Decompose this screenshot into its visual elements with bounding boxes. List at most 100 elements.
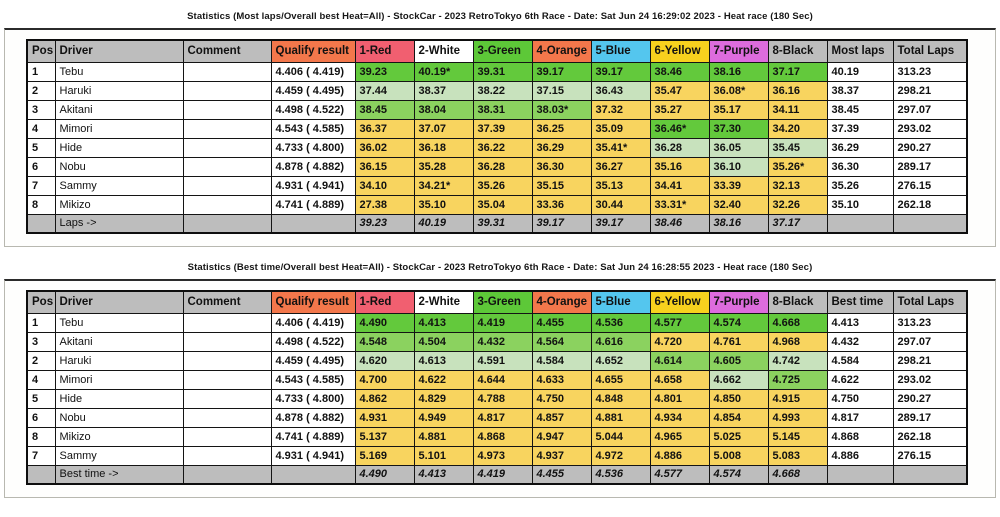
heat-cell: 33.31* <box>649 194 710 215</box>
driver-cell: Hide <box>54 388 184 409</box>
total-laps-cell: 298.21 <box>892 80 968 101</box>
driver-cell: Akitani <box>54 99 184 120</box>
summary-row: Laps -> 39.23 40.19 39.31 39.17 39.17 38.46 38.… <box>26 213 968 234</box>
qualify-cell: 4.459 ( 4.495) <box>270 350 356 371</box>
heat-cell: 4.432 <box>472 331 533 352</box>
heat-cell: 36.18 <box>413 137 474 158</box>
result-cell: 35.26 <box>826 175 894 196</box>
heat-cell: 35.41* <box>590 137 651 158</box>
result-cell: 35.10 <box>826 194 894 215</box>
heat-cell: 4.761 <box>708 331 769 352</box>
comment-cell <box>182 312 272 333</box>
heat-cell: 37.15 <box>531 80 592 101</box>
heat-cell: 36.22 <box>472 137 533 158</box>
col-header-comment: Comment <box>182 39 272 63</box>
heat-cell: 5.169 <box>354 445 415 466</box>
total-laps-cell: 262.18 <box>892 194 968 215</box>
heat-cell: 4.750 <box>531 388 592 409</box>
heat-cell: 39.23 <box>354 61 415 82</box>
heat-cell: 37.17 <box>767 61 828 82</box>
heat-cell: 4.591 <box>472 350 533 371</box>
col-header-pos: Pos <box>26 39 56 63</box>
summary-heat-cell: 4.574 <box>708 464 769 485</box>
heat-cell: 36.08* <box>708 80 769 101</box>
col-header-7-purple: 7-Purple <box>708 39 769 63</box>
summary-total-cell <box>892 464 968 485</box>
col-header-comment: Comment <box>182 290 272 314</box>
heat-cell: 4.854 <box>708 407 769 428</box>
comment-cell <box>182 331 272 352</box>
table-row: 8 Mikizo 4.741 ( 4.889) 27.38 35.10 35.04 33.3… <box>26 194 968 215</box>
heat-cell: 36.16 <box>767 80 828 101</box>
driver-cell: Sammy <box>54 445 184 466</box>
heat-cell: 35.28 <box>413 156 474 177</box>
heat-cell: 39.17 <box>590 61 651 82</box>
heat-cell: 4.934 <box>649 407 710 428</box>
heat-cell: 38.31 <box>472 99 533 120</box>
heat-cell: 4.548 <box>354 331 415 352</box>
col-header-6-yellow: 6-Yellow <box>649 39 710 63</box>
header-row: Pos Driver Comment Qualify result 1-Red 2-Whi… <box>26 290 968 314</box>
heat-cell: 36.30 <box>531 156 592 177</box>
total-laps-cell: 297.07 <box>892 99 968 120</box>
driver-cell: Tebu <box>54 312 184 333</box>
total-laps-cell: 313.23 <box>892 312 968 333</box>
heat-cell: 4.413 <box>413 312 474 333</box>
total-laps-cell: 293.02 <box>892 118 968 139</box>
qualify-cell: 4.733 ( 4.800) <box>270 388 356 409</box>
total-laps-cell: 289.17 <box>892 156 968 177</box>
heat-cell: 35.27 <box>649 99 710 120</box>
total-laps-cell: 276.15 <box>892 175 968 196</box>
comment-cell <box>182 80 272 101</box>
heat-cell: 38.03* <box>531 99 592 120</box>
heat-cell: 36.46* <box>649 118 710 139</box>
heat-cell: 38.22 <box>472 80 533 101</box>
best-time-frame: Pos Driver Comment Qualify result 1-Red 2-Whi… <box>4 279 996 498</box>
pos-cell: 7 <box>26 445 56 466</box>
pos-cell: 6 <box>26 407 56 428</box>
col-header-1-red: 1-Red <box>354 39 415 63</box>
col-header-8-black: 8-Black <box>767 39 828 63</box>
qualify-cell: 4.406 ( 4.419) <box>270 61 356 82</box>
summary-heat-cell: 37.17 <box>767 213 828 234</box>
heat-cell: 4.652 <box>590 350 651 371</box>
result-cell: 4.886 <box>826 445 894 466</box>
result-cell: 38.37 <box>826 80 894 101</box>
pos-cell: 8 <box>26 426 56 447</box>
heat-cell: 4.577 <box>649 312 710 333</box>
result-cell: 4.584 <box>826 350 894 371</box>
result-cell: 36.30 <box>826 156 894 177</box>
col-header-total-laps: Total Laps <box>892 290 968 314</box>
pos-cell: 3 <box>26 331 56 352</box>
total-laps-cell: 290.27 <box>892 388 968 409</box>
heat-cell: 4.490 <box>354 312 415 333</box>
heat-cell: 38.04 <box>413 99 474 120</box>
driver-cell: Haruki <box>54 350 184 371</box>
most-laps-table: Pos Driver Comment Qualify result 1-Red 2-Whi… <box>26 39 968 234</box>
heat-cell: 35.47 <box>649 80 710 101</box>
summary-row: Best time -> 4.490 4.413 4.419 4.455 4.536 4.5… <box>26 464 968 485</box>
heat-cell: 34.21* <box>413 175 474 196</box>
heat-cell: 34.41 <box>649 175 710 196</box>
qualify-cell: 4.878 ( 4.882) <box>270 407 356 428</box>
col-header-6-yellow: 6-Yellow <box>649 290 710 314</box>
heat-cell: 35.16 <box>649 156 710 177</box>
heat-cell: 35.26 <box>472 175 533 196</box>
table-row: 2 Haruki 4.459 ( 4.495) 4.620 4.613 4.591 4.58… <box>26 350 968 371</box>
col-header-1-red: 1-Red <box>354 290 415 314</box>
heat-cell: 36.28 <box>472 156 533 177</box>
col-header-pos: Pos <box>26 290 56 314</box>
comment-cell <box>182 175 272 196</box>
header-row: Pos Driver Comment Qualify result 1-Red 2-Whi… <box>26 39 968 63</box>
summary-qualify-cell <box>270 464 356 485</box>
qualify-cell: 4.498 ( 4.522) <box>270 331 356 352</box>
total-laps-cell: 313.23 <box>892 61 968 82</box>
summary-heat-cell: 4.490 <box>354 464 415 485</box>
heat-cell: 37.07 <box>413 118 474 139</box>
heat-cell: 4.574 <box>708 312 769 333</box>
table-row: 4 Mimori 4.543 ( 4.585) 4.700 4.622 4.644 4.63… <box>26 369 968 390</box>
heat-cell: 4.564 <box>531 331 592 352</box>
driver-cell: Akitani <box>54 331 184 352</box>
heat-cell: 4.655 <box>590 369 651 390</box>
heat-cell: 39.17 <box>531 61 592 82</box>
